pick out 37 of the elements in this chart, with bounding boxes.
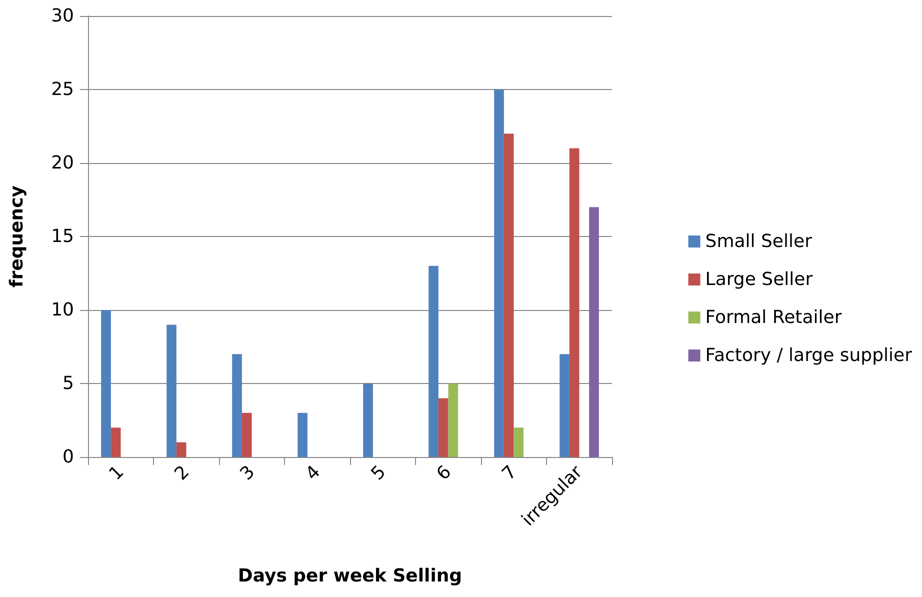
bar: [166, 324, 176, 457]
legend-label: Factory / large supplier: [705, 345, 913, 366]
bar: [232, 354, 242, 457]
x-tick-label: 4: [302, 462, 325, 485]
x-tick-label: 3: [236, 462, 260, 485]
x-tick-label: 2: [170, 462, 194, 485]
x-axis-title: Days per week Selling: [238, 566, 462, 586]
bar: [438, 398, 448, 457]
bar: [176, 442, 186, 457]
bar: [110, 428, 121, 457]
bar: [504, 134, 514, 457]
y-tick-label: 20: [51, 152, 74, 174]
legend-label: Large Seller: [705, 269, 814, 290]
bar: [242, 412, 252, 457]
bar: [589, 207, 599, 457]
bar: [494, 90, 504, 457]
y-tick-label: 25: [51, 79, 74, 100]
bar: [363, 384, 373, 457]
bar: [298, 412, 308, 457]
bar: [101, 310, 111, 457]
y-tick-label: 5: [62, 373, 74, 394]
y-axis-title: frequency: [6, 185, 28, 288]
x-tick-label: 7: [498, 462, 522, 485]
y-tick-label: 0: [62, 446, 74, 468]
y-tick-label: 15: [51, 226, 74, 247]
legend-label: Small Seller: [705, 231, 813, 252]
x-tick-label: 1: [105, 462, 128, 485]
bar: [428, 266, 438, 457]
legend-label: Formal Retailer: [705, 307, 842, 328]
bar: [448, 384, 458, 457]
y-tick-label: 10: [51, 300, 74, 320]
bar: [569, 148, 580, 457]
x-tick-label: 6: [432, 462, 456, 485]
y-tick-label: 30: [51, 6, 74, 26]
x-tick-label: 5: [367, 462, 390, 485]
bar: [560, 354, 570, 457]
bar: [514, 428, 524, 457]
